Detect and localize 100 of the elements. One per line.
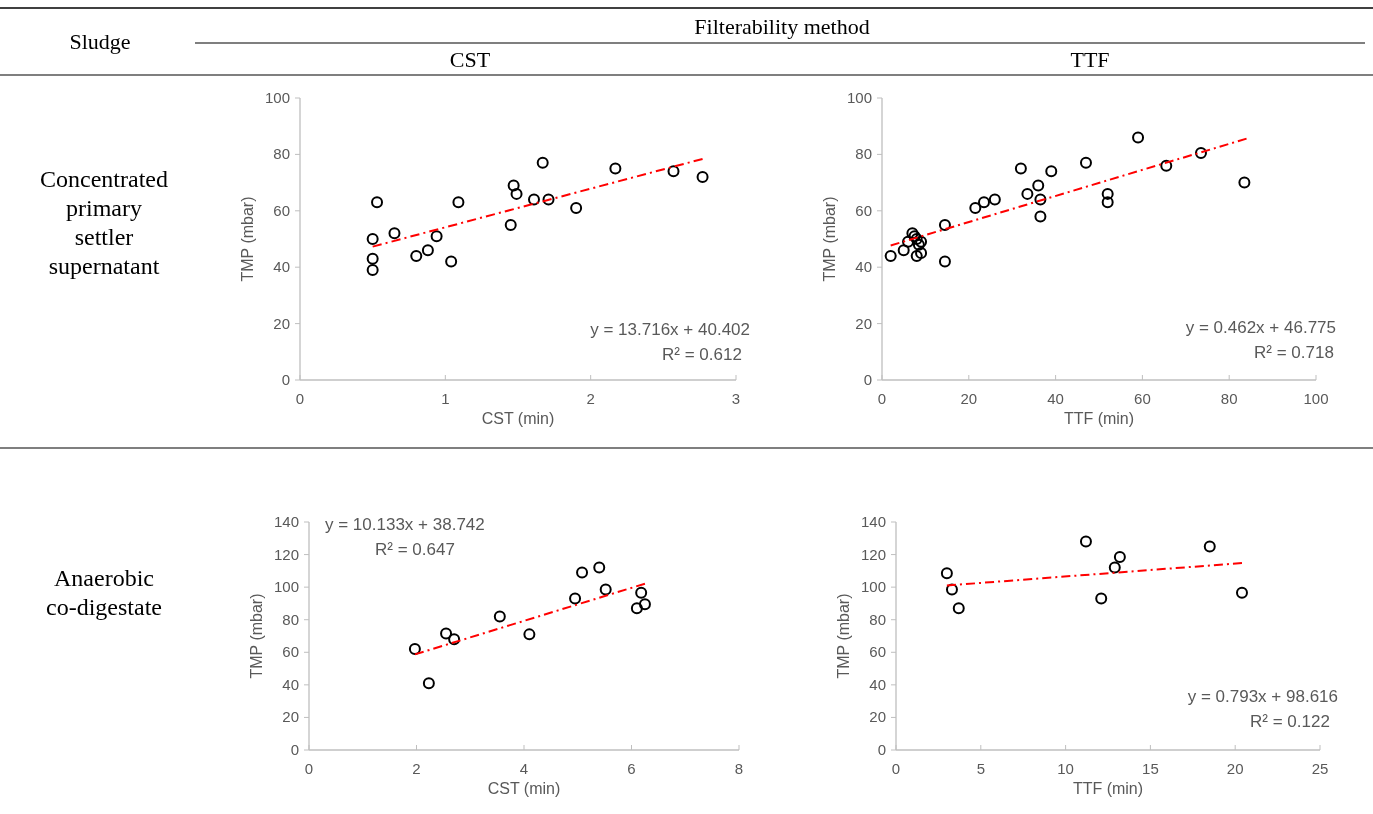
point (430, 230, 443, 243)
x-tick-label: 6 (627, 760, 636, 777)
point (952, 602, 965, 615)
point (696, 170, 709, 183)
x-tick-label: 1 (441, 390, 450, 407)
y-tick-label: 20 (855, 314, 872, 332)
point (536, 156, 549, 169)
x-tick-label: 2 (412, 760, 421, 777)
point (1034, 193, 1047, 206)
point (977, 196, 990, 209)
y-axis-title: TMP (mbar) (821, 196, 838, 282)
annotation: y = 13.716x + 40.402 (590, 320, 750, 339)
text: Filterability method (694, 14, 870, 39)
point (884, 249, 897, 262)
point (1160, 159, 1173, 172)
y-axis-title: TMP (mbar) (239, 196, 256, 282)
point (1021, 187, 1034, 200)
x-tick-label: 60 (1134, 390, 1151, 407)
point (667, 165, 680, 178)
annotation: R² = 0.612 (662, 345, 742, 364)
point (421, 244, 434, 257)
point (542, 193, 555, 206)
point (366, 252, 379, 265)
point (1101, 187, 1114, 200)
point (422, 677, 435, 690)
x-tick-label: 2 (586, 390, 595, 407)
y-tick-label: 80 (273, 145, 290, 163)
annotation: y = 0.793x + 98.616 (1187, 687, 1338, 706)
point (1032, 179, 1045, 192)
x-tick-label: 4 (519, 760, 529, 777)
point (452, 196, 465, 209)
point (969, 201, 982, 214)
point (609, 162, 622, 175)
point (1194, 146, 1207, 159)
point (388, 227, 401, 240)
y-tick-label: 80 (869, 610, 886, 628)
point (570, 201, 583, 214)
y-tick-label: 80 (855, 145, 872, 163)
y-tick-label: 60 (869, 643, 886, 661)
y-tick-label: 60 (273, 201, 290, 219)
point (527, 193, 540, 206)
text: Sludge (69, 29, 131, 54)
point (371, 196, 384, 209)
annotation: y = 0.462x + 46.775 (1185, 318, 1336, 337)
x-tick-label: 100 (1303, 390, 1329, 407)
point (599, 583, 612, 596)
point (504, 218, 517, 231)
y-tick-label: 0 (281, 371, 290, 388)
y-tick-label: 40 (869, 675, 886, 693)
y-tick-label: 140 (860, 513, 886, 530)
x-tick-label: 20 (1226, 760, 1244, 777)
point (1235, 586, 1248, 599)
point (630, 602, 643, 615)
x-tick-label: 0 (891, 760, 901, 777)
y-tick-label: 20 (282, 708, 299, 726)
x-tick-label: 20 (960, 390, 978, 407)
point (1014, 162, 1027, 175)
y-tick-label: 40 (855, 258, 872, 276)
x-tick-label: 40 (1047, 390, 1064, 407)
x-axis-title: TTF (min) (1072, 780, 1144, 797)
point (1045, 165, 1058, 178)
x-tick-label: 5 (976, 760, 985, 777)
point (1108, 561, 1121, 574)
y-tick-label: 60 (855, 201, 872, 219)
text: TTF (1070, 47, 1110, 72)
point (1101, 196, 1114, 209)
y-tick-label: 140 (273, 513, 299, 530)
point (1034, 210, 1047, 223)
y-tick-label: 120 (273, 545, 299, 563)
point (938, 255, 951, 268)
point (945, 583, 958, 596)
y-tick-label: 0 (863, 371, 872, 388)
point (638, 598, 651, 611)
point (910, 249, 923, 262)
point (915, 247, 928, 260)
x-tick-label: 3 (731, 390, 741, 407)
point (940, 567, 953, 580)
point (440, 627, 453, 640)
y-tick-label: 0 (290, 741, 299, 758)
point (1079, 535, 1092, 548)
point (510, 187, 523, 200)
x-axis-title: TTF (min) (1063, 410, 1135, 427)
y-axis-title: TMP (mbar) (835, 593, 852, 679)
x-tick-label: 0 (304, 760, 314, 777)
x-tick-label: 80 (1220, 390, 1238, 407)
x-tick-label: 10 (1057, 760, 1074, 777)
point (902, 235, 915, 248)
point (366, 264, 379, 277)
point (507, 179, 520, 192)
y-tick-label: 100 (273, 578, 299, 596)
point (410, 249, 423, 262)
x-axis-title: CST (min) (481, 410, 555, 427)
annotation: R² = 0.122 (1250, 712, 1330, 731)
y-tick-label: 20 (273, 314, 290, 332)
annotation: R² = 0.647 (375, 540, 455, 559)
y-tick-label: 40 (282, 675, 299, 693)
y-tick-label: 40 (273, 258, 290, 276)
point (1095, 592, 1108, 605)
point (569, 592, 582, 605)
text: Anaerobic co-digestate (46, 564, 162, 620)
